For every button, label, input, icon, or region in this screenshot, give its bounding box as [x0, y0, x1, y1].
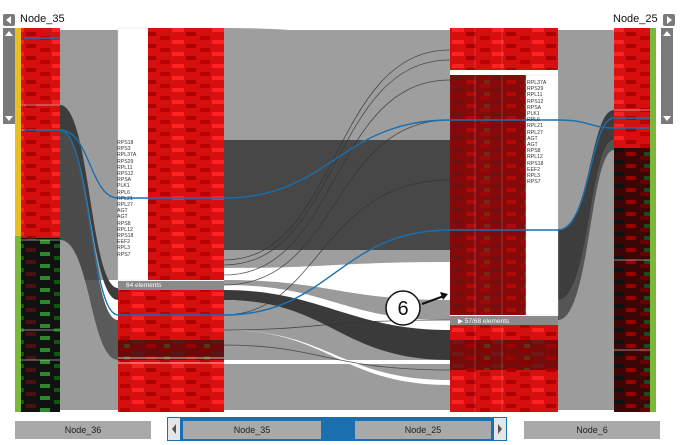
gene-label: EEF2 [117, 239, 130, 246]
left-block-gene-list: RPS18 RPS3 RPL37A RPS29 RPL11 RPS12 RPSA PLK1 RP… [117, 140, 147, 258]
left-strip-green [15, 236, 21, 412]
gene-label: PLK1 [527, 111, 540, 118]
bottom-center-node-left[interactable]: Node_35 [183, 421, 321, 439]
arrow-up-icon [663, 31, 671, 36]
flow-bands [60, 28, 614, 410]
arrow-up-icon [5, 31, 13, 36]
gene-label: RPL11 [527, 92, 543, 99]
gene-label: RPL21 [527, 123, 543, 130]
gene-label: AGT [527, 135, 538, 142]
left-heatmap-lower [21, 238, 60, 412]
gene-label: RPS12 [117, 171, 134, 178]
gene-label: RPL12 [117, 226, 133, 233]
gene-label: RPL21 [117, 195, 133, 202]
chevron-left-icon [172, 424, 176, 434]
left-heatmap [21, 28, 60, 238]
gene-label: RPSA [117, 177, 132, 184]
gene-label: RPSA [527, 104, 542, 111]
gene-label: RPL3 [117, 245, 130, 252]
arrow-right-icon [667, 16, 672, 24]
highlight-lines [24, 37, 650, 316]
gene-label: RPS12 [527, 98, 544, 105]
gene-label: RPL27 [117, 202, 133, 209]
bottom-nav-left[interactable] [168, 418, 180, 440]
gene-label: AGT [117, 214, 128, 221]
gene-label: RPS8 [117, 220, 131, 227]
gene-label: EEF2 [527, 166, 540, 173]
nav-left-button[interactable] [3, 14, 15, 26]
right-strip-green [650, 28, 656, 412]
annotation-number: 6 [397, 298, 408, 320]
gene-label: RPS8 [527, 148, 541, 155]
gene-label: RPL12 [527, 154, 543, 161]
right-block-heatmap-top [450, 28, 558, 70]
gene-label: RPS7 [117, 251, 131, 258]
gene-label: RPS7 [527, 179, 541, 186]
gene-label: RPS3 [117, 146, 131, 153]
gene-label: RPS18 [117, 140, 134, 146]
gene-label: RPL3 [527, 173, 540, 180]
left-scroll-up[interactable] [3, 28, 15, 40]
gene-label: RPS18 [527, 160, 544, 167]
right-scroll-down[interactable] [661, 112, 673, 124]
gene-label: RPL27 [527, 129, 543, 136]
right-block-labels-bg [525, 74, 559, 316]
left-block-labels-bg [117, 27, 149, 281]
gene-label: RPS18 [117, 233, 134, 240]
gene-label: RPL6 [527, 117, 540, 124]
annotation-callout: 6 [385, 290, 448, 326]
gene-label: RPS29 [527, 86, 544, 93]
right-heatmap [614, 28, 650, 148]
gene-label: RPS29 [117, 158, 134, 165]
gene-label: AGT [117, 208, 128, 215]
left-node-title: Node_35 [20, 13, 65, 25]
gene-label: RPL37A [117, 152, 137, 159]
arrow-left-icon [6, 16, 11, 24]
right-block-gene-list: RPL37A RPS29 RPL11 RPS12 RPSA PLK1 RPL6 RPL21 RP… [527, 80, 557, 185]
left-block-heatmap [148, 28, 224, 280]
right-scrollbar[interactable] [661, 28, 673, 124]
chevron-right-icon [498, 424, 502, 434]
bottom-right-node[interactable]: Node_6 [524, 421, 660, 439]
left-scrollbar[interactable] [3, 28, 15, 124]
arrow-down-icon [663, 116, 671, 121]
arrow-down-icon [5, 116, 13, 121]
gene-label: RPL37A [527, 80, 547, 86]
left-strip-yellow [15, 28, 21, 236]
bottom-nav-right[interactable] [494, 418, 506, 440]
right-heatmap-lower [614, 148, 650, 412]
bottom-left-node[interactable]: Node_36 [15, 421, 151, 439]
right-node-title: Node_25 [613, 13, 658, 25]
gene-label: RPL11 [117, 164, 133, 171]
nav-right-button[interactable] [663, 14, 675, 26]
left-scroll-down[interactable] [3, 112, 15, 124]
right-block-count[interactable]: ▶ 57/68 elements [450, 316, 558, 325]
gene-label: RPL6 [117, 189, 130, 196]
bottom-center-node-right[interactable]: Node_25 [355, 421, 491, 439]
right-scroll-up[interactable] [661, 28, 673, 40]
gene-label: AGT [527, 142, 538, 149]
gene-label: PLK1 [117, 183, 130, 190]
left-block-count[interactable]: 64 elements [118, 281, 224, 290]
